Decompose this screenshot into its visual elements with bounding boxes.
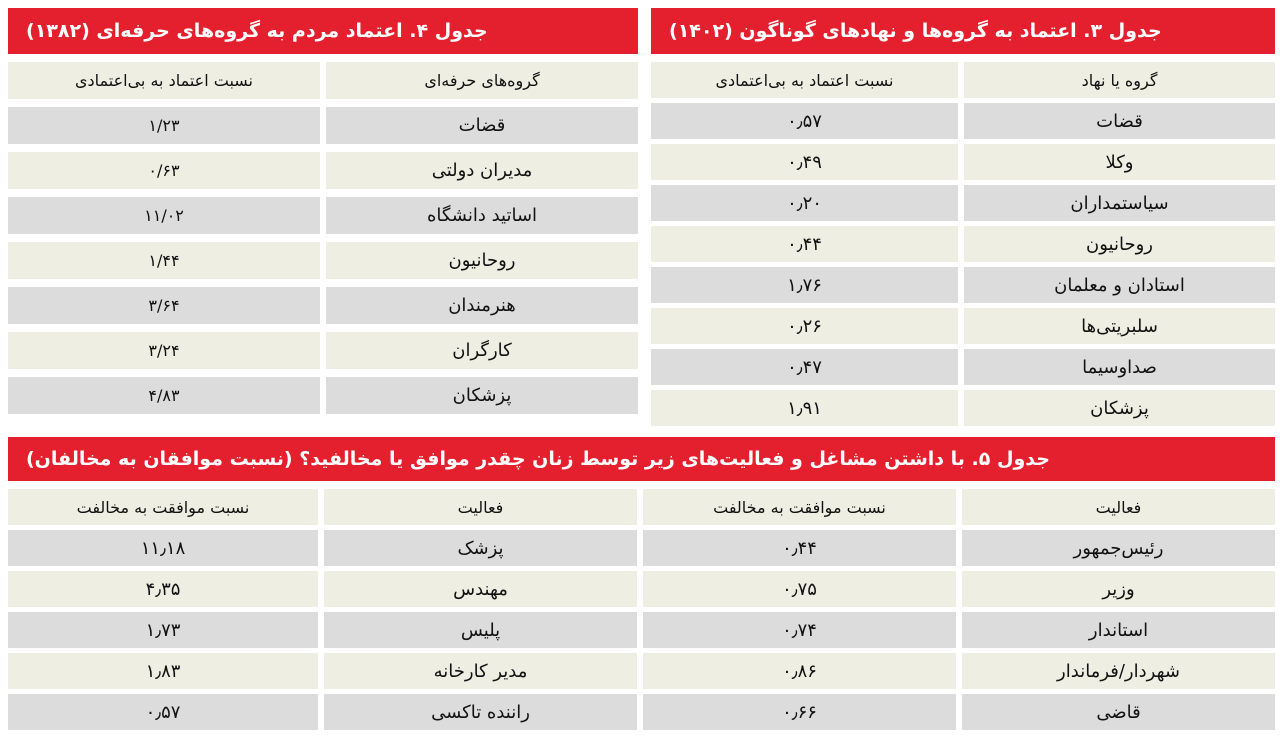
label-cell: ۱٫۷۶ [651, 267, 958, 303]
label-cell: پزشکان [326, 377, 638, 414]
table-4-title-bar: جدول ۴. اعتماد مردم به گروه‌های حرفه‌ای … [8, 8, 638, 54]
table-4-title: جدول ۴. اعتماد مردم به گروه‌های حرفه‌ای … [26, 20, 488, 42]
label-cell: قاضی [962, 694, 1275, 730]
label-cell: شهردار/فرماندار [962, 653, 1275, 689]
label-cell: رئیس‌جمهور [962, 530, 1275, 566]
label-cell: ۰٫۵۷ [651, 103, 958, 139]
label-cell: سیاستمداران [964, 185, 1275, 221]
value-cell: ۱۱/۰۲ [8, 197, 320, 234]
label-cell: روحانیون [964, 226, 1275, 262]
label-cell: ۰٫۲۰ [651, 185, 958, 221]
label-cell: ۱٫۹۱ [651, 390, 958, 426]
table-3-grid: گروه یا نهاد نسبت اعتماد به بی‌اعتمادی قضا… [651, 62, 1275, 426]
label-cell: ۰٫۴۷ [651, 349, 958, 385]
label-cell: ۱٫۷۳ [8, 612, 318, 648]
label-cell: وکلا [964, 144, 1275, 180]
column-header: نسبت موافقت به مخالفت [8, 489, 318, 525]
label-cell: ۰٫۸۶ [643, 653, 956, 689]
value-cell: ۰/۶۳ [8, 152, 320, 189]
label-cell: ۰٫۵۷ [8, 694, 318, 730]
label-cell: پزشک [324, 530, 637, 566]
column-header: گروه یا نهاد [964, 62, 1275, 98]
table-3-title-bar: جدول ۳. اعتماد به گروه‌ها و نهادهای گونا… [651, 8, 1275, 54]
label-cell: صداوسیما [964, 349, 1275, 385]
table-5: جدول ۵. با داشتن مشاغل و فعالیت‌های زیر … [8, 437, 1275, 730]
table-4: جدول ۴. اعتماد مردم به گروه‌های حرفه‌ای … [8, 8, 638, 414]
label-cell: ۰٫۲۶ [651, 308, 958, 344]
column-header: فعالیت [962, 489, 1275, 525]
label-cell: مدیر کارخانه [324, 653, 637, 689]
label-cell: هنرمندان [326, 287, 638, 324]
label-cell: مهندس [324, 571, 637, 607]
column-header: گروه‌های حرفه‌ای [326, 62, 638, 99]
label-cell: ۰٫۷۴ [643, 612, 956, 648]
label-cell: ۰٫۴۴ [643, 530, 956, 566]
label-cell: پلیس [324, 612, 637, 648]
label-cell: اساتید دانشگاه [326, 197, 638, 234]
value-cell: ۳/۶۴ [8, 287, 320, 324]
label-cell: کارگران [326, 332, 638, 369]
label-cell: ۱٫۸۳ [8, 653, 318, 689]
label-cell: مدیران دولتی [326, 152, 638, 189]
table-3-title: جدول ۳. اعتماد به گروه‌ها و نهادهای گونا… [669, 20, 1162, 42]
label-cell: استادان و معلمان [964, 267, 1275, 303]
label-cell: ۰٫۶۶ [643, 694, 956, 730]
label-cell: راننده تاکسی [324, 694, 637, 730]
column-header: نسبت موافقت به مخالفت [643, 489, 956, 525]
column-header: نسبت اعتماد به بی‌اعتمادی [8, 62, 320, 99]
column-header: فعالیت [324, 489, 637, 525]
table-5-title: جدول ۵. با داشتن مشاغل و فعالیت‌های زیر … [26, 448, 1050, 470]
label-cell: ۴٫۳۵ [8, 571, 318, 607]
table-3: جدول ۳. اعتماد به گروه‌ها و نهادهای گونا… [651, 8, 1275, 426]
value-cell: ۱/۴۴ [8, 242, 320, 279]
label-cell: ۰٫۷۵ [643, 571, 956, 607]
table-5-grid: فعالیت نسبت موافقت به مخالفت فعالیت نسبت مو… [8, 489, 1275, 730]
label-cell: وزیر [962, 571, 1275, 607]
label-cell: ۱۱٫۱۸ [8, 530, 318, 566]
label-cell: قضات [326, 107, 638, 144]
value-cell: ۴/۸۳ [8, 377, 320, 414]
label-cell: روحانیون [326, 242, 638, 279]
label-cell: استاندار [962, 612, 1275, 648]
value-cell: ۳/۲۴ [8, 332, 320, 369]
label-cell: پزشکان [964, 390, 1275, 426]
value-cell: ۱/۲۳ [8, 107, 320, 144]
table-5-title-bar: جدول ۵. با داشتن مشاغل و فعالیت‌های زیر … [8, 437, 1275, 481]
table-4-grid: گروه‌های حرفه‌ای نسبت اعتماد به بی‌اعتماد… [8, 62, 638, 414]
label-cell: ۰٫۴۴ [651, 226, 958, 262]
label-cell: سلبریتی‌ها [964, 308, 1275, 344]
column-header: نسبت اعتماد به بی‌اعتمادی [651, 62, 958, 98]
label-cell: قضات [964, 103, 1275, 139]
label-cell: ۰٫۴۹ [651, 144, 958, 180]
